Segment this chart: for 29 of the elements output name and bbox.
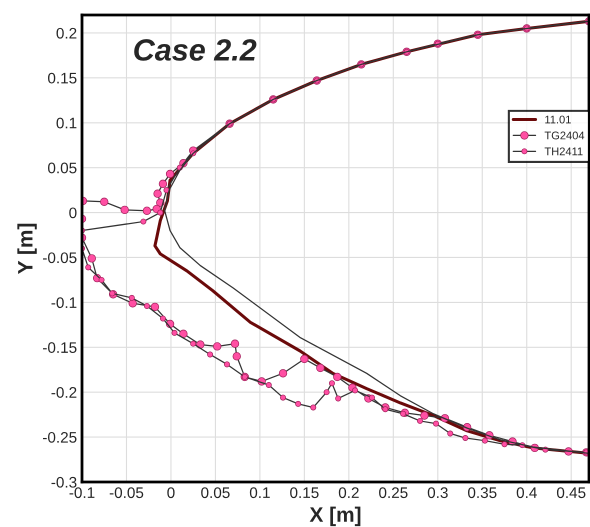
x-tick-label: 0.3 (428, 487, 448, 498)
y-tick-label: -0.1 (51, 297, 76, 308)
y-tick-label: -0.15 (43, 342, 76, 353)
x-tick-label: -0.05 (110, 487, 144, 498)
x-tick-label: 0.05 (201, 487, 230, 498)
x-tick-label: 0.15 (290, 487, 319, 498)
x-tick-label: 0.35 (468, 487, 496, 498)
x-tick-label: 0.45 (556, 487, 586, 498)
x-tick-label: 0.25 (379, 487, 408, 498)
y-tick-label: -0.25 (43, 432, 76, 443)
legend-label: TH2411 (544, 147, 583, 156)
y-tick-label: 0.05 (48, 162, 76, 174)
y-tick-label: -0.3 (51, 476, 76, 488)
legend-label: TG2404 (544, 132, 584, 140)
x-tick-label: 0 (167, 487, 175, 498)
y-tick-label: -0.2 (51, 387, 76, 398)
y-axis-title: Y [m] (17, 224, 37, 274)
x-tick-label: 0.2 (338, 487, 359, 498)
y-tick-label: 0 (69, 207, 77, 218)
x-tick-label: -0.1 (70, 487, 94, 498)
y-tick-label: 0.15 (48, 72, 76, 84)
y-tick-label: -0.05 (43, 252, 76, 264)
y-tick-label: 0.1 (56, 118, 76, 128)
legend-label: 11.01 (545, 116, 571, 124)
x-tick-label: 0.4 (516, 487, 537, 498)
x-tick-label: 0.1 (250, 487, 270, 498)
x-axis-title: X [m] (310, 506, 360, 526)
y-tick-label: 0.2 (56, 28, 76, 39)
text: Case 2.2 (134, 39, 256, 61)
